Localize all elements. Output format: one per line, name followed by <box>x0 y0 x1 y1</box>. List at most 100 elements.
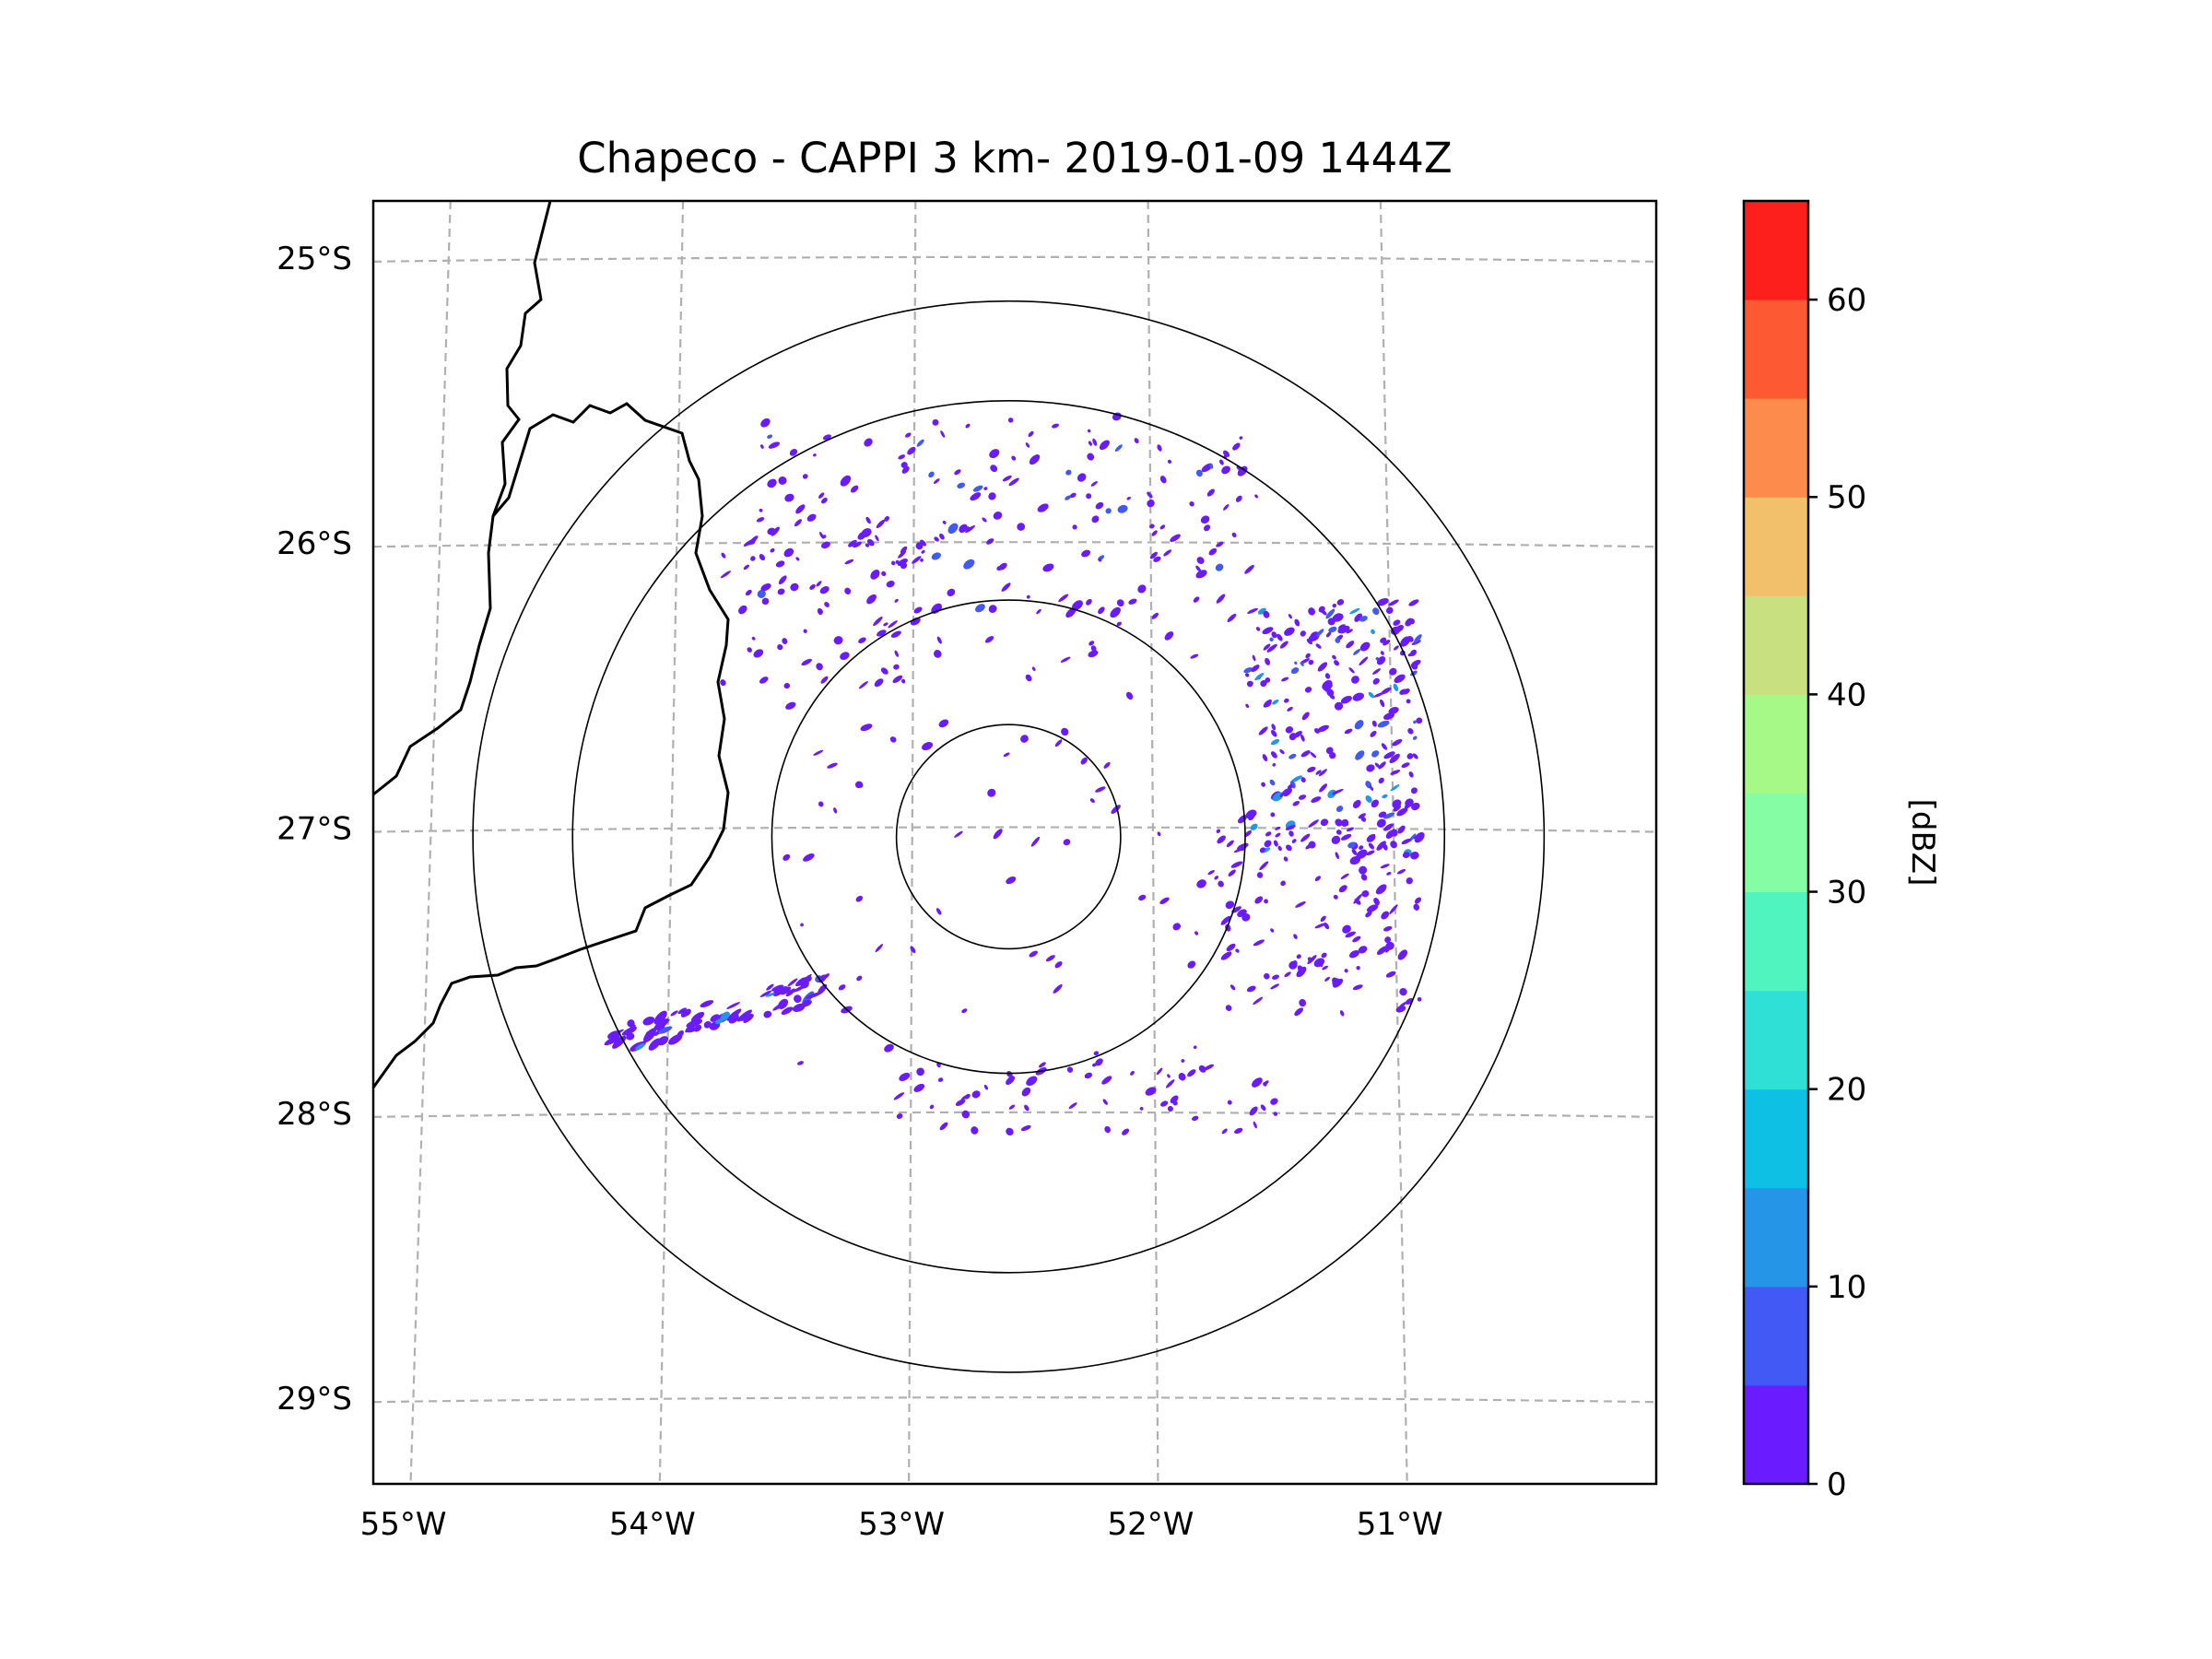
echo-speck <box>1383 751 1395 759</box>
colorbar-segment <box>1744 497 1808 596</box>
colorbar-segment <box>1744 793 1808 893</box>
echo-speck <box>907 446 916 455</box>
echo-speck <box>1308 819 1319 828</box>
echo-speck <box>888 620 898 629</box>
echo-speck <box>1098 606 1105 615</box>
echo-speck <box>1286 844 1292 852</box>
echo-speck <box>916 1067 924 1077</box>
echo-speck <box>1167 1106 1173 1112</box>
echo-speck <box>1385 971 1396 978</box>
echo-speck <box>1263 610 1270 618</box>
echo-speck <box>1368 691 1375 699</box>
echo-speck <box>840 652 850 660</box>
echo-speck <box>1376 656 1386 665</box>
echo-speck <box>1352 692 1364 701</box>
echo-speck <box>1378 811 1387 818</box>
echo-speck <box>910 946 916 954</box>
echo-speck <box>1110 606 1121 618</box>
echo-speck <box>1200 515 1210 524</box>
colorbar-tick-label: 0 <box>1827 1466 1847 1503</box>
echo-speck <box>1030 836 1041 847</box>
echo-speck <box>1065 495 1071 500</box>
range-ring <box>571 400 1446 1274</box>
echo-speck <box>1163 549 1172 557</box>
echo-speck <box>920 559 924 562</box>
echo-speck <box>1189 501 1194 507</box>
echo-speck <box>1294 1007 1304 1017</box>
echo-speck <box>900 546 908 554</box>
echo-speck <box>1058 594 1069 603</box>
echo-speck <box>759 444 764 449</box>
colorbar-segment <box>1744 1088 1808 1189</box>
echo-speck <box>1335 852 1339 860</box>
echo-speck <box>818 801 824 807</box>
echo-speck <box>1333 894 1338 900</box>
echo-speck <box>785 701 796 710</box>
echo-speck <box>757 589 766 598</box>
echo-speck <box>1088 650 1099 658</box>
echo-speck <box>1344 969 1348 973</box>
echo-speck <box>1088 441 1092 446</box>
echo-speck <box>767 434 773 439</box>
echo-speck <box>1252 1077 1263 1088</box>
echo-speck <box>1300 750 1311 758</box>
echo-speck <box>763 1010 772 1018</box>
echo-speck <box>1270 1098 1278 1105</box>
echo-speck <box>1233 846 1245 853</box>
echo-speck <box>720 1011 730 1021</box>
echo-speck <box>1307 955 1317 965</box>
echo-speck <box>935 908 942 915</box>
echo-speck <box>1239 436 1243 440</box>
echo-speck <box>1192 1115 1199 1122</box>
echo-speck <box>1271 724 1277 731</box>
echo-speck <box>876 519 886 529</box>
echo-speck <box>983 1084 989 1090</box>
echo-speck <box>939 533 945 540</box>
echo-speck <box>1068 1102 1077 1110</box>
echo-speck <box>759 553 766 561</box>
echo-speck <box>1025 674 1032 682</box>
echo-speck <box>1417 996 1422 1002</box>
echo-speck <box>1172 923 1181 931</box>
echo-speck <box>1371 750 1380 758</box>
echo-cluster <box>1218 811 1422 1017</box>
colorbar-segment <box>1744 990 1808 1090</box>
echo-speck <box>1281 677 1289 682</box>
echo-speck <box>1331 835 1341 844</box>
echo-speck <box>767 527 776 535</box>
echo-speck <box>875 535 879 542</box>
echo-speck <box>1314 728 1319 734</box>
lon-tick-label: 55°W <box>360 1506 447 1543</box>
echo-speck <box>783 547 794 558</box>
echo-speck <box>1217 835 1226 844</box>
echo-speck <box>955 1099 966 1107</box>
echo-speck <box>626 1032 635 1041</box>
echo-speck <box>1138 894 1147 901</box>
range-ring <box>771 599 1246 1075</box>
echo-speck <box>1025 442 1030 448</box>
echo-speck <box>989 449 1000 459</box>
echo-speck <box>1029 454 1041 465</box>
echo-speck <box>1017 523 1026 531</box>
echo-speck <box>1269 637 1274 642</box>
echo-speck <box>827 762 838 769</box>
echo-speck <box>1320 818 1329 827</box>
echo-speck <box>627 1019 635 1028</box>
echo-speck <box>929 1104 935 1110</box>
echo-speck <box>1234 1127 1243 1135</box>
echo-speck <box>884 515 889 522</box>
echo-speck <box>1336 599 1345 606</box>
echo-speck <box>833 807 838 814</box>
echo-speck <box>1371 629 1375 635</box>
echo-speck <box>821 497 828 504</box>
echo-speck <box>870 570 880 580</box>
echo-speck <box>940 430 946 438</box>
echo-speck <box>720 571 731 579</box>
echo-speck <box>858 681 868 689</box>
echo-speck <box>1393 619 1401 626</box>
colorbar-tick-label: 50 <box>1827 479 1866 516</box>
echo-speck <box>1319 783 1328 793</box>
lon-gridline <box>908 201 917 1484</box>
echo-speck <box>890 630 901 638</box>
echo-speck <box>1401 762 1410 769</box>
